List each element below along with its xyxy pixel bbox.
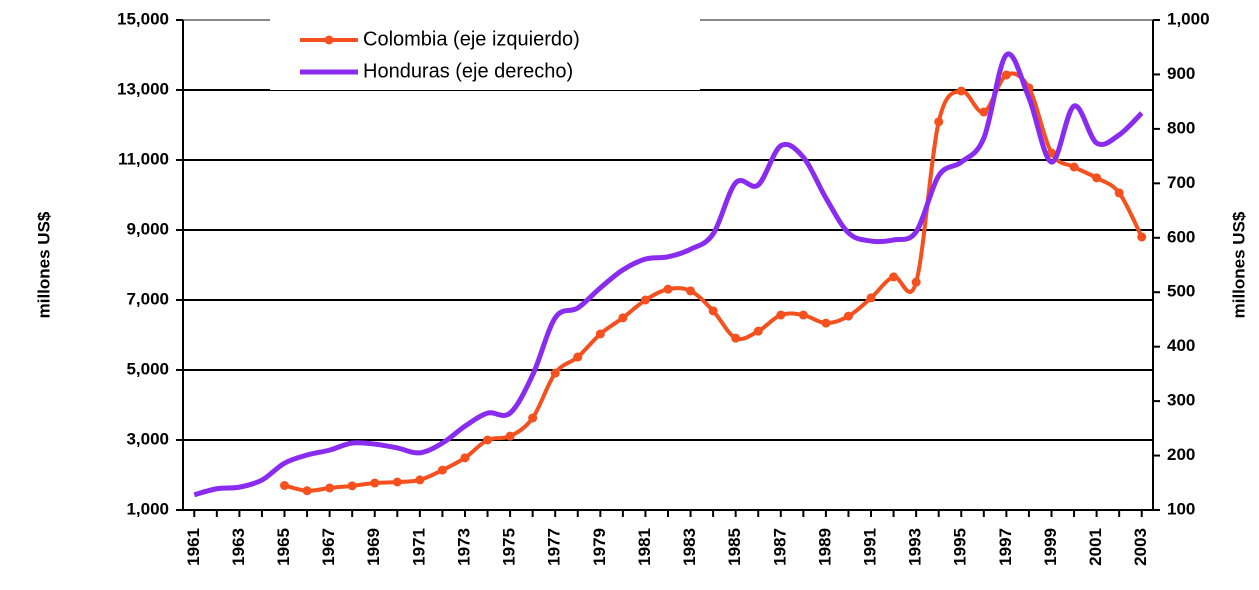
series-marker <box>798 310 808 320</box>
x-tick-label: 2001 <box>1086 528 1105 566</box>
series-marker <box>979 107 989 117</box>
x-tick-label: 1991 <box>861 528 880 566</box>
y-tick-label: 15,000 <box>117 9 169 28</box>
x-tick-label: 1993 <box>906 528 925 566</box>
x-tick-label: 1983 <box>680 528 699 566</box>
series-marker <box>934 117 944 127</box>
y2-tick-label: 800 <box>1167 118 1195 137</box>
x-tick-label: 2003 <box>1131 528 1150 566</box>
series-marker <box>392 477 402 487</box>
y-tick-label: 5,000 <box>126 359 169 378</box>
series-marker <box>280 481 290 490</box>
series-marker <box>1046 148 1056 158</box>
series-marker <box>302 486 312 496</box>
x-tick-label: 1985 <box>725 528 744 566</box>
y2-tick-label: 900 <box>1167 64 1195 83</box>
series-marker <box>889 272 899 282</box>
y-tick-label: 7,000 <box>126 289 169 308</box>
y2-tick-label: 100 <box>1167 499 1195 518</box>
series-marker <box>776 310 786 320</box>
series-marker <box>483 435 493 445</box>
x-tick-label: 1977 <box>545 528 564 566</box>
y2-tick-label: 700 <box>1167 173 1195 192</box>
x-tick-label: 1973 <box>454 528 473 566</box>
y2-tick-label: 400 <box>1167 336 1195 355</box>
legend-label: Colombia (eje izquierdo) <box>363 28 580 50</box>
x-tick-label: 1987 <box>770 528 789 566</box>
series-marker <box>866 293 876 303</box>
y-tick-label: 13,000 <box>117 79 169 98</box>
series-marker <box>911 277 921 287</box>
series-marker <box>505 431 515 441</box>
legend-label: Honduras (eje derecho) <box>363 60 573 82</box>
y-tick-label: 3,000 <box>126 429 169 448</box>
series-marker <box>640 295 650 305</box>
series-marker <box>370 478 380 488</box>
x-tick-label: 1979 <box>590 528 609 566</box>
series-marker <box>843 311 853 321</box>
series-marker <box>415 475 425 485</box>
x-tick-label: 1981 <box>635 528 654 566</box>
series-marker <box>708 306 718 316</box>
x-tick-label: 1989 <box>815 528 834 566</box>
x-tick-label: 1995 <box>951 528 970 566</box>
series-marker <box>821 318 831 328</box>
y2-axis-label: millones US$ <box>1229 211 1248 318</box>
x-tick-label: 1965 <box>274 528 293 566</box>
y2-tick-label: 600 <box>1167 227 1195 246</box>
series-marker <box>663 284 673 294</box>
y2-tick-label: 1,000 <box>1167 9 1210 28</box>
y-axis-label: millones US$ <box>34 211 53 318</box>
legend-box <box>270 8 700 90</box>
series-marker <box>550 368 560 378</box>
series-marker <box>731 333 741 343</box>
y-tick-label: 11,000 <box>118 149 169 168</box>
y-tick-label: 9,000 <box>126 219 169 238</box>
x-tick-label: 1999 <box>1041 528 1060 566</box>
y2-tick-label: 500 <box>1167 282 1195 301</box>
series-marker <box>1069 162 1079 172</box>
series-marker <box>1001 70 1011 80</box>
series-marker <box>1092 173 1102 183</box>
series-marker <box>595 329 605 339</box>
series-marker <box>956 86 966 96</box>
x-tick-label: 1971 <box>409 528 428 566</box>
series-line <box>284 71 1144 493</box>
series-line <box>193 51 1144 498</box>
y2-tick-label: 300 <box>1167 391 1195 410</box>
series-marker <box>437 465 447 475</box>
series-marker <box>528 413 538 423</box>
series-marker <box>1114 188 1124 198</box>
series-marker <box>686 286 696 296</box>
x-tick-label: 1997 <box>996 528 1015 566</box>
x-tick-label: 1975 <box>500 528 519 566</box>
x-tick-label: 1961 <box>184 528 203 566</box>
x-tick-label: 1969 <box>364 528 383 566</box>
series-marker <box>347 481 357 491</box>
series-marker <box>1137 232 1147 242</box>
series-marker <box>460 453 470 463</box>
y-tick-label: 1,000 <box>126 499 169 518</box>
x-tick-label: 1963 <box>229 528 248 566</box>
series-marker <box>573 352 583 362</box>
series-marker <box>753 326 763 336</box>
legend-marker <box>324 35 334 45</box>
series-marker <box>618 313 628 323</box>
y2-tick-label: 200 <box>1167 445 1195 464</box>
series-marker <box>325 483 335 493</box>
x-tick-label: 1967 <box>319 528 338 566</box>
